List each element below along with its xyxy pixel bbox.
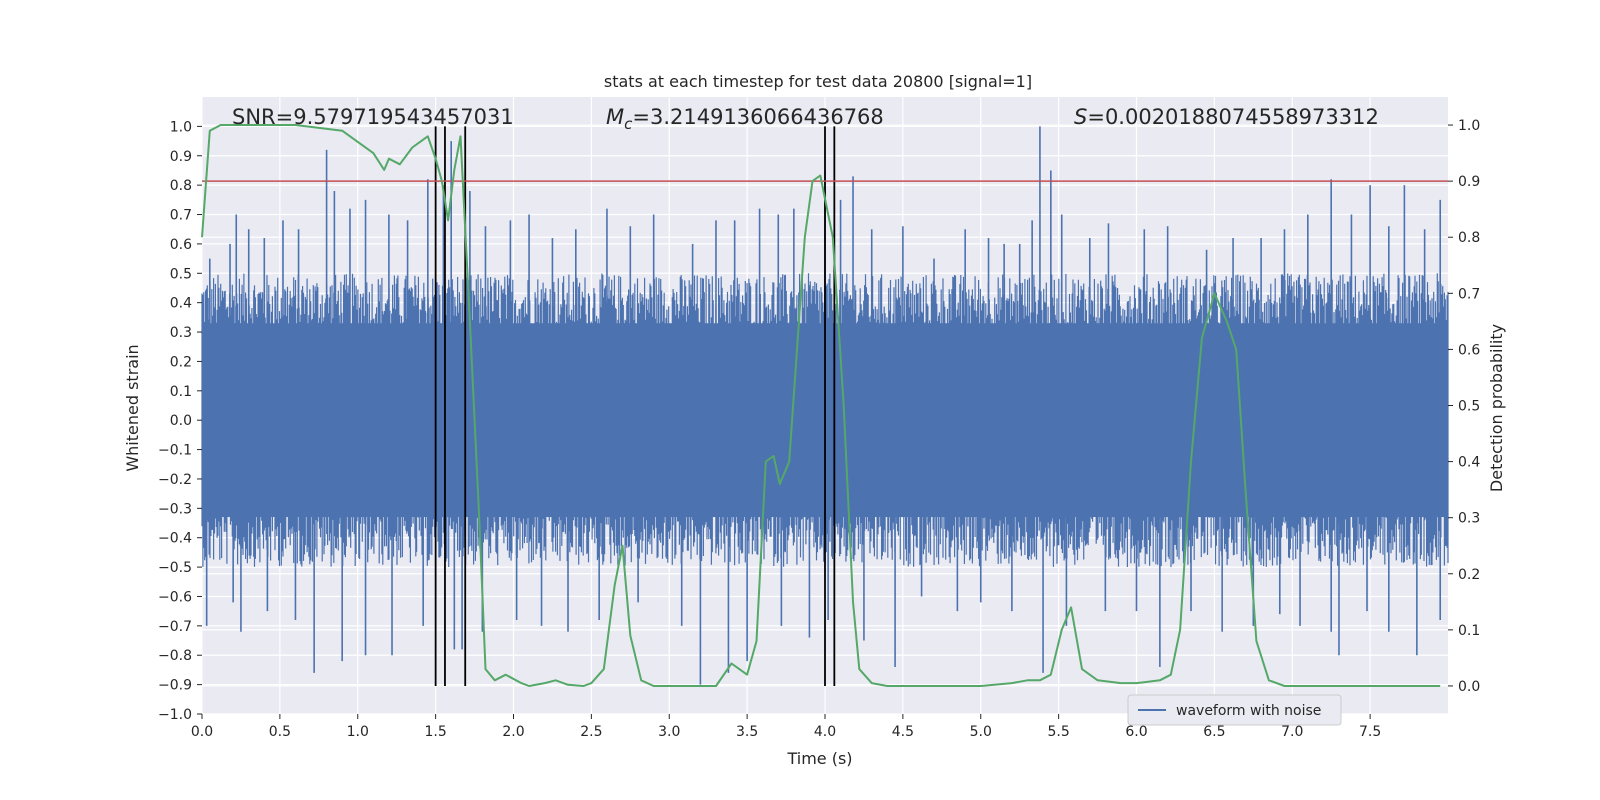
y-left-tick-label: −1.0 xyxy=(158,707,192,723)
statistic-annotation: S=0.0020188074558973312 xyxy=(1074,105,1379,129)
x-tick-label: 1.5 xyxy=(424,724,446,740)
y-left-tick-label: −0.3 xyxy=(158,501,192,517)
y-left-tick-label: 0.8 xyxy=(170,178,192,194)
y-left-tick-label: 0.7 xyxy=(170,208,192,224)
y-left-tick-label: 0.1 xyxy=(170,384,192,400)
y-left-axis-ticks: 1.0 0.9 0.8 0.7 0.6 0.5 0.4 0.3 0.2 0.1 0.0 −0.1 −0.… xyxy=(158,119,202,723)
y-left-axis-label: Whitened strain xyxy=(123,344,142,471)
y-left-tick-label: −0.5 xyxy=(158,560,192,576)
y-left-tick-label: −0.4 xyxy=(158,531,192,547)
x-tick-label: 7.0 xyxy=(1281,724,1303,740)
y-left-tick-label: 0.6 xyxy=(170,237,192,253)
x-tick-label: 1.0 xyxy=(347,724,369,740)
y-right-tick-label: 0.4 xyxy=(1458,455,1480,471)
y-left-tick-label: −0.9 xyxy=(158,678,192,694)
y-left-tick-label: −0.1 xyxy=(158,443,192,459)
chirp-mass-symbol: M xyxy=(606,105,624,129)
y-right-tick-label: 0.7 xyxy=(1458,286,1480,302)
chirp-mass-subscript: c xyxy=(624,115,633,133)
statistic-value: =0.0020188074558973312 xyxy=(1087,105,1379,129)
x-tick-label: 4.0 xyxy=(814,724,836,740)
legend: waveform with noise xyxy=(1127,694,1342,726)
detection-probability-line xyxy=(201,124,1441,687)
y-right-axis-ticks: 1.0 0.9 0.8 0.7 0.6 0.5 0.4 0.3 0.2 0.1 0.0 xyxy=(1448,118,1480,695)
y-right-tick-label: 1.0 xyxy=(1458,118,1480,134)
x-tick-label: 5.0 xyxy=(970,724,992,740)
y-left-tick-label: 0.2 xyxy=(170,354,192,370)
event-lines xyxy=(434,126,836,686)
x-tick-label: 0.5 xyxy=(269,724,291,740)
y-left-tick-label: 0.5 xyxy=(170,266,192,282)
y-right-tick-label: 0.5 xyxy=(1458,399,1480,415)
x-tick-label: 2.0 xyxy=(502,724,524,740)
chirp-mass-annotation: Mc=3.2149136066436768 xyxy=(606,105,884,133)
y-left-tick-label: −0.6 xyxy=(158,589,192,605)
x-tick-label: 0.0 xyxy=(191,724,213,740)
y-right-tick-label: 0.0 xyxy=(1458,679,1480,695)
x-axis-label: Time (s) xyxy=(786,749,852,768)
y-left-tick-label: −0.2 xyxy=(158,472,192,488)
chart-title: stats at each timestep for test data 208… xyxy=(604,72,1032,91)
y-right-tick-label: 0.2 xyxy=(1458,567,1480,583)
x-tick-label: 3.0 xyxy=(658,724,680,740)
x-tick-label: 6.5 xyxy=(1203,724,1225,740)
x-axis-ticks: 0.0 0.5 1.0 1.5 2.0 2.5 3.0 3.5 4.0 4.5 5.0 5.5 6.0 6… xyxy=(191,714,1381,740)
y-left-tick-label: 0.3 xyxy=(170,325,192,341)
x-tick-label: 7.5 xyxy=(1359,724,1381,740)
x-tick-label: 3.5 xyxy=(736,724,758,740)
y-right-tick-label: 0.9 xyxy=(1458,174,1480,190)
x-tick-label: 2.5 xyxy=(580,724,602,740)
y-right-axis-label: Detection probability xyxy=(1487,324,1506,492)
y-right-tick-label: 0.6 xyxy=(1458,342,1480,358)
y-left-tick-label: −0.7 xyxy=(158,619,192,635)
legend-label: waveform with noise xyxy=(1176,703,1321,719)
y-left-tick-label: 0.4 xyxy=(170,296,192,312)
x-tick-label: 4.5 xyxy=(892,724,914,740)
legend-box xyxy=(1127,694,1342,726)
y-left-tick-label: 0.0 xyxy=(170,413,192,429)
y-left-tick-label: 0.9 xyxy=(170,149,192,165)
y-right-tick-label: 0.1 xyxy=(1458,623,1480,639)
y-right-tick-label: 0.3 xyxy=(1458,511,1480,527)
y-right-tick-label: 0.8 xyxy=(1458,230,1480,246)
x-tick-label: 5.5 xyxy=(1047,724,1069,740)
y-left-tick-label: −0.8 xyxy=(158,648,192,664)
snr-annotation: SNR=9.579719543457031 xyxy=(232,105,514,129)
y-left-tick-label: 1.0 xyxy=(170,119,192,135)
statistic-symbol: S xyxy=(1074,105,1087,129)
chirp-mass-value: =3.2149136066436768 xyxy=(632,105,883,129)
x-tick-label: 6.0 xyxy=(1125,724,1147,740)
